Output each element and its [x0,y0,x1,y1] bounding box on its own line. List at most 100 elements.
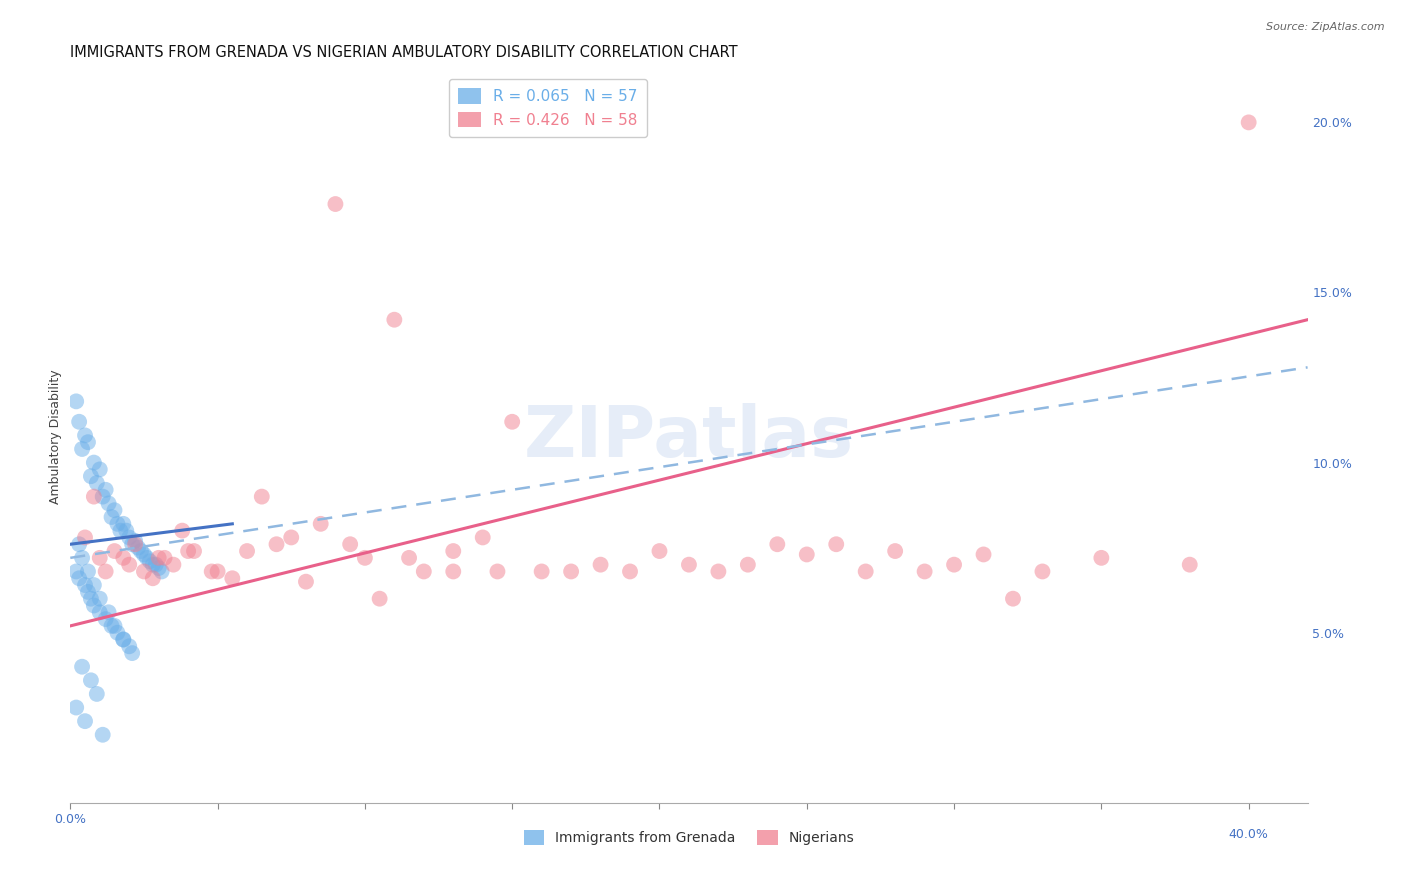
Point [118,558,141,572]
Point [65,565,87,579]
Point [1031,565,1053,579]
Point [73,578,96,592]
Point [77,565,100,579]
Point [766,537,789,551]
Point [530,565,553,579]
Point [124,537,146,551]
Point [121,537,143,551]
Point [412,565,434,579]
Point [295,574,318,589]
Point [73,428,96,442]
Text: 40.0%: 40.0% [1229,828,1268,841]
Point [77,585,100,599]
Point [94,565,117,579]
Point [132,565,155,579]
Point [201,565,224,579]
Point [339,537,361,551]
Point [172,524,194,538]
Point [118,531,141,545]
Point [221,571,243,585]
Point [501,415,523,429]
Point [737,558,759,572]
Point [112,516,135,531]
Point [103,619,125,633]
Point [89,550,111,565]
Point [80,591,103,606]
Point [118,640,141,654]
Point [619,565,641,579]
Point [589,558,612,572]
Point [121,646,143,660]
Point [115,524,138,538]
Point [94,483,117,497]
Point [441,565,464,579]
Point [103,544,125,558]
Point [1237,115,1260,129]
Point [162,558,184,572]
Point [825,537,848,551]
Point [73,714,96,728]
Point [236,544,259,558]
Point [325,197,347,211]
Point [94,612,117,626]
Point [309,516,332,531]
Point [135,550,157,565]
Point [107,516,129,531]
Point [97,496,120,510]
Point [67,537,90,551]
Point [148,550,170,565]
Point [97,605,120,619]
Point [560,565,582,579]
Point [89,462,111,476]
Text: ZIPatlas: ZIPatlas [524,402,853,472]
Point [441,544,464,558]
Point [65,700,87,714]
Point [153,550,176,565]
Point [280,531,302,545]
Point [107,625,129,640]
Point [65,394,87,409]
Point [250,490,273,504]
Point [132,548,155,562]
Point [100,510,122,524]
Point [207,565,229,579]
Point [678,558,700,572]
Point [89,591,111,606]
Point [1001,591,1024,606]
Point [796,548,818,562]
Point [142,571,165,585]
Point [471,531,494,545]
Point [80,673,103,688]
Point [142,558,165,572]
Point [73,531,96,545]
Point [398,550,420,565]
Point [80,469,103,483]
Point [67,571,90,585]
Point [70,550,93,565]
Text: IMMIGRANTS FROM GRENADA VS NIGERIAN AMBULATORY DISABILITY CORRELATION CHART: IMMIGRANTS FROM GRENADA VS NIGERIAN AMBU… [70,45,738,61]
Point [148,561,170,575]
Point [382,312,405,326]
Point [129,544,152,558]
Point [70,442,93,456]
Point [77,435,100,450]
Point [124,533,146,548]
Point [1090,550,1112,565]
Point [914,565,936,579]
Point [70,659,93,673]
Point [83,578,105,592]
Point [91,728,114,742]
Point [354,550,377,565]
Point [86,687,108,701]
Point [89,605,111,619]
Point [177,544,200,558]
Point [83,456,105,470]
Point [112,632,135,647]
Point [139,554,162,568]
Point [855,565,877,579]
Point [100,619,122,633]
Point [91,490,114,504]
Point [103,503,125,517]
Y-axis label: Ambulatory Disability: Ambulatory Disability [49,370,62,504]
Point [127,541,149,555]
